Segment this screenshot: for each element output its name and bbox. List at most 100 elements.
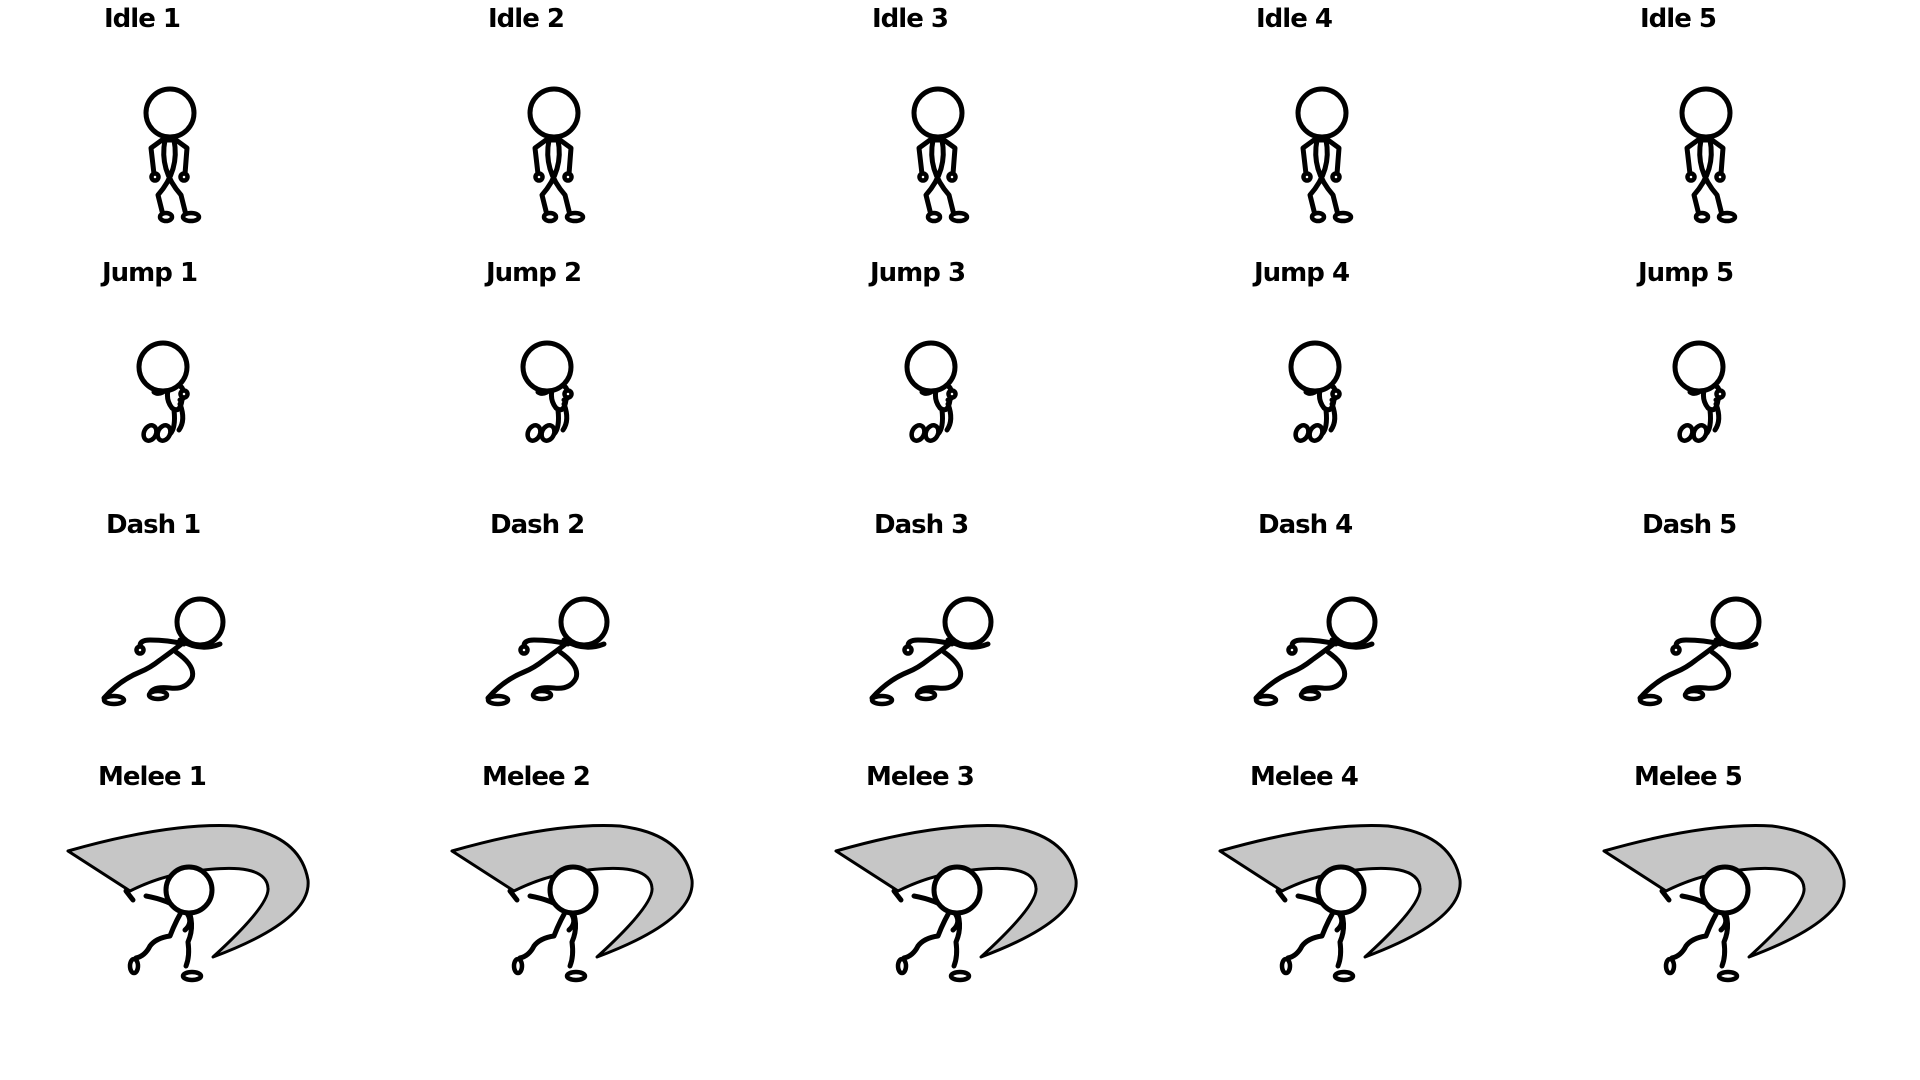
frame-cell-dash-3: Dash 3: [768, 504, 1152, 756]
right-foot: [180, 210, 202, 224]
right-hand: [946, 171, 958, 183]
hand: [946, 388, 958, 400]
foot-front: [923, 423, 941, 443]
frame-cell-idle-2: Idle 2: [384, 0, 768, 252]
back-foot: [869, 693, 895, 707]
left-hand: [917, 171, 929, 183]
front-foot: [1716, 969, 1740, 983]
head: [942, 596, 994, 648]
frame-label: Jump 5: [1638, 258, 1734, 288]
frame-label: Dash 2: [490, 510, 585, 540]
stick-figure: [520, 340, 574, 443]
front-foot: [1332, 969, 1356, 983]
dash-sprite: [1637, 596, 1762, 707]
frame-cell-melee-3: Melee 3: [768, 756, 1152, 1008]
left-foot: [541, 210, 559, 224]
head: [1295, 86, 1349, 140]
foot-front: [1307, 423, 1325, 443]
right-foot: [1332, 210, 1354, 224]
blade-tip: [123, 888, 136, 903]
frame-label: Melee 1: [98, 762, 207, 792]
frame-label: Idle 4: [1256, 4, 1333, 34]
left-hand: [149, 171, 161, 183]
frame-cell-jump-4: Jump 4: [1152, 252, 1536, 504]
frame-label: Dash 1: [106, 510, 201, 540]
stick-figure: [527, 86, 586, 224]
idle-legs: [1307, 137, 1341, 218]
stick-figure: [136, 340, 190, 443]
frame-cell-jump-5: Jump 5: [1536, 252, 1920, 504]
hand: [562, 388, 574, 400]
jump-sprite: [1672, 340, 1726, 443]
front-foot: [180, 969, 204, 983]
dash-sprite: [101, 596, 226, 707]
melee-sprite: [1602, 824, 1846, 983]
stick-figure: [485, 596, 610, 707]
head: [174, 596, 226, 648]
foot-front: [155, 423, 173, 443]
front-foot: [530, 688, 554, 702]
stick-figure: [869, 596, 994, 707]
frame-cell-melee-1: Melee 1: [0, 756, 384, 1008]
dash-body-legs: [1253, 639, 1348, 701]
dash-body-legs: [101, 639, 196, 701]
stick-figure: [1679, 86, 1738, 224]
stick-figure: [1218, 824, 1462, 983]
left-hand: [533, 171, 545, 183]
frame-cell-idle-4: Idle 4: [1152, 0, 1536, 252]
frame-label: Jump 2: [486, 258, 582, 288]
hand: [1286, 644, 1298, 656]
back-foot: [1279, 956, 1293, 976]
frame-label: Dash 4: [1258, 510, 1353, 540]
frame-label: Melee 4: [1250, 762, 1359, 792]
idle-legs: [1691, 137, 1725, 218]
stick-figure: [450, 824, 694, 983]
frame-label: Jump 4: [1254, 258, 1350, 288]
head: [547, 864, 599, 916]
idle-legs: [923, 137, 957, 218]
dash-body-legs: [1637, 639, 1732, 701]
frame-cell-idle-1: Idle 1: [0, 0, 384, 252]
idle-sprite: [1295, 86, 1354, 224]
left-hand: [1685, 171, 1697, 183]
foot-front: [539, 423, 557, 443]
head: [558, 596, 610, 648]
head: [1672, 340, 1726, 394]
right-foot: [1716, 210, 1738, 224]
head: [904, 340, 958, 394]
head: [1699, 864, 1751, 916]
idle-sprite: [143, 86, 202, 224]
right-foot: [564, 210, 586, 224]
head: [143, 86, 197, 140]
back-foot: [1637, 693, 1663, 707]
back-foot: [127, 956, 141, 976]
foot-front: [1691, 423, 1709, 443]
frame-cell-melee-4: Melee 4: [1152, 756, 1536, 1008]
idle-legs: [539, 137, 573, 218]
head: [1710, 596, 1762, 648]
hand: [134, 644, 146, 656]
blade-tip: [1275, 888, 1288, 903]
jump-sprite: [520, 340, 574, 443]
stick-figure: [834, 824, 1078, 983]
frame-label: Idle 2: [488, 4, 565, 34]
idle-sprite: [1679, 86, 1738, 224]
right-hand: [178, 171, 190, 183]
frame-label: Jump 1: [102, 258, 198, 288]
back-foot: [895, 956, 909, 976]
right-hand: [562, 171, 574, 183]
frame-label: Melee 2: [482, 762, 591, 792]
hand: [1330, 388, 1342, 400]
frame-cell-jump-3: Jump 3: [768, 252, 1152, 504]
head: [931, 864, 983, 916]
head: [1315, 864, 1367, 916]
idle-sprite: [527, 86, 586, 224]
frame-cell-idle-3: Idle 3: [768, 0, 1152, 252]
left-foot: [1309, 210, 1327, 224]
head: [1679, 86, 1733, 140]
melee-sprite: [66, 824, 310, 983]
back-foot: [1663, 956, 1677, 976]
head: [527, 86, 581, 140]
back-foot: [511, 956, 525, 976]
